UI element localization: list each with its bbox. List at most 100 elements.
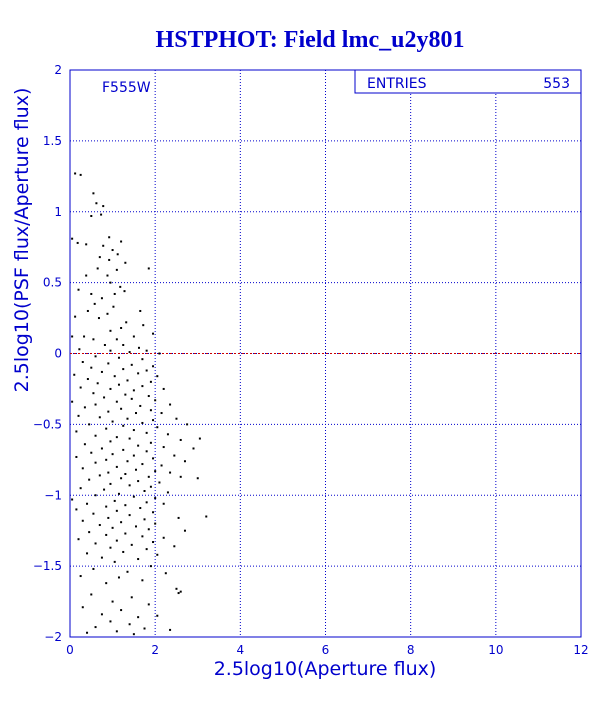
data-point — [137, 346, 140, 349]
y-tick-label: 0.5 — [43, 276, 62, 290]
x-tick-label: 2 — [151, 643, 159, 657]
x-axis-ticks: 0 2 4 6 8 10 12 — [66, 643, 588, 657]
data-point — [128, 623, 131, 626]
data-point — [147, 475, 150, 478]
data-point — [94, 626, 97, 629]
stats-box: ENTRIES 553 — [354, 69, 582, 94]
data-point — [109, 546, 112, 549]
data-point — [166, 433, 169, 436]
stats-entries-value: 553 — [543, 76, 570, 92]
data-point — [71, 498, 74, 501]
x-tick-label: 6 — [322, 643, 330, 657]
data-point — [145, 501, 148, 504]
data-point — [179, 438, 182, 441]
data-point — [169, 403, 172, 406]
data-point — [94, 403, 97, 406]
data-point — [120, 326, 123, 329]
data-point — [93, 302, 96, 305]
data-point — [107, 516, 110, 519]
data-point — [92, 392, 95, 395]
data-point — [102, 205, 105, 208]
data-point — [79, 487, 82, 490]
data-point — [137, 558, 140, 561]
data-point — [126, 570, 129, 573]
data-point — [156, 553, 159, 556]
data-point — [135, 468, 138, 471]
data-point — [147, 603, 150, 606]
data-point — [109, 440, 112, 443]
data-point — [98, 474, 101, 477]
data-point — [147, 528, 150, 531]
data-point — [145, 548, 148, 551]
y-axis-label: 2.5log10(PSF flux/Aperture flux) — [11, 88, 33, 393]
data-point — [74, 315, 77, 318]
data-point — [177, 516, 180, 519]
data-point — [128, 514, 131, 517]
data-point — [117, 576, 120, 579]
data-point — [115, 268, 118, 271]
y-tick-label: −1.5 — [33, 559, 62, 573]
data-point — [115, 338, 118, 341]
data-point — [139, 309, 142, 312]
y-tick-label: −2 — [44, 630, 62, 644]
data-point — [128, 437, 131, 440]
data-point — [88, 423, 91, 426]
data-point — [103, 343, 106, 346]
data-point — [145, 450, 148, 453]
data-point — [130, 543, 133, 546]
data-point — [117, 356, 120, 359]
data-point — [109, 620, 112, 623]
data-point — [125, 321, 128, 324]
data-point — [145, 369, 148, 372]
data-point — [75, 430, 78, 433]
data-point — [130, 397, 133, 400]
data-point — [77, 288, 80, 291]
data-point — [100, 613, 103, 616]
data-point — [107, 362, 110, 365]
data-point — [137, 480, 140, 483]
data-point — [132, 389, 135, 392]
data-point — [132, 429, 135, 432]
data-point — [147, 395, 150, 398]
y-tick-label: −0.5 — [33, 417, 62, 431]
data-point — [111, 526, 114, 529]
data-point — [115, 509, 118, 512]
data-point — [123, 290, 126, 293]
data-point — [100, 556, 103, 559]
data-point — [169, 471, 172, 474]
data-point — [100, 447, 103, 450]
data-point — [120, 609, 123, 612]
data-point — [128, 351, 131, 354]
data-point — [108, 258, 111, 261]
data-point — [79, 173, 82, 176]
data-point — [183, 529, 186, 532]
data-point — [149, 485, 152, 488]
data-point — [183, 460, 186, 463]
data-point — [126, 379, 129, 382]
x-tick-label: 4 — [237, 643, 245, 657]
data-point — [105, 427, 108, 430]
data-point — [139, 507, 142, 510]
data-point — [86, 378, 89, 381]
data-point — [154, 470, 157, 473]
y-tick-label: 0 — [54, 347, 62, 361]
data-point — [145, 349, 148, 352]
y-axis-ticks: −2 −1.5 −1 −0.5 0 0.5 1 1.5 2 — [33, 63, 62, 644]
data-point — [86, 552, 89, 555]
data-point — [71, 335, 74, 338]
data-point — [96, 267, 99, 270]
data-point — [198, 437, 201, 440]
data-point — [98, 416, 101, 419]
data-point — [152, 365, 155, 368]
data-point — [107, 471, 110, 474]
data-point — [98, 256, 101, 259]
data-point — [115, 465, 118, 468]
data-point — [103, 488, 106, 491]
data-point — [109, 387, 112, 390]
data-point — [113, 499, 116, 502]
data-point — [117, 383, 120, 386]
data-point — [158, 481, 161, 484]
data-point — [109, 349, 112, 352]
data-point — [132, 633, 135, 636]
data-point — [156, 426, 159, 429]
